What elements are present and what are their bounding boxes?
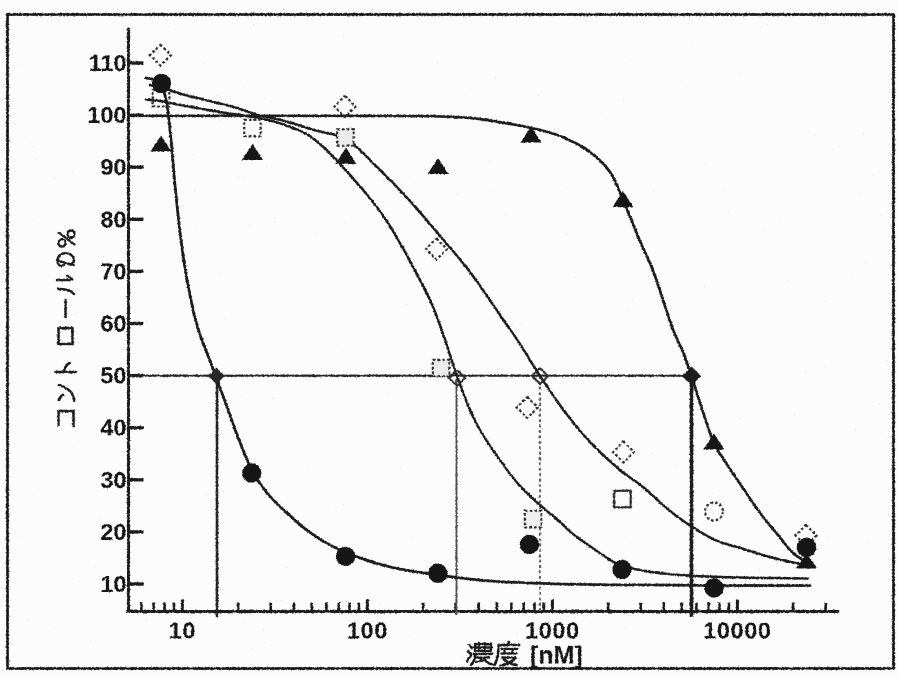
svg-text:100: 100 — [347, 618, 388, 644]
svg-text:10: 10 — [100, 571, 126, 597]
svg-text:80: 80 — [100, 206, 126, 232]
svg-text:100: 100 — [87, 102, 126, 128]
svg-text:[nM]: [nM] — [530, 642, 583, 670]
svg-text:1000: 1000 — [525, 618, 580, 644]
svg-text:30: 30 — [100, 467, 126, 493]
svg-text:50: 50 — [100, 363, 126, 389]
svg-text:60: 60 — [100, 311, 126, 337]
svg-text:10000: 10000 — [703, 618, 771, 644]
svg-text:20: 20 — [100, 519, 126, 545]
svg-text:40: 40 — [100, 415, 126, 441]
svg-text:90: 90 — [100, 154, 126, 180]
svg-text:10: 10 — [169, 618, 196, 644]
svg-text:70: 70 — [100, 258, 126, 284]
svg-text:110: 110 — [89, 50, 127, 76]
